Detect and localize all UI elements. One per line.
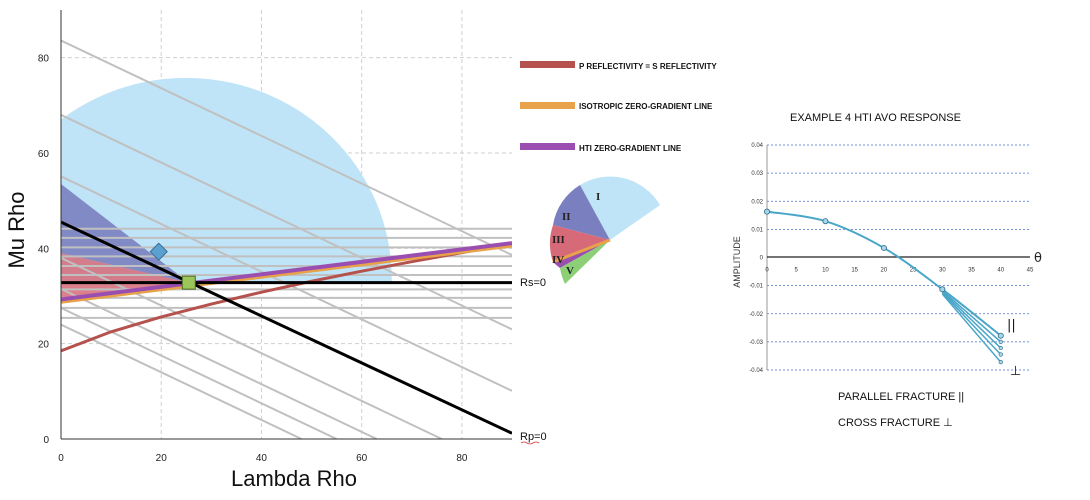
zone-iii-region [61, 253, 189, 300]
left-x-tick: 80 [456, 453, 468, 464]
rp-zero-label: Rp=0 [520, 431, 547, 443]
zone-label-iii: III [552, 234, 565, 246]
avo-series [764, 208, 1004, 365]
avo-fan-point [998, 345, 1003, 351]
right-y-tick: 0.01 [751, 227, 763, 233]
left-x-tick: 20 [156, 453, 168, 464]
hti-avo-chart: EXAMPLE 4 HTI AVO RESPONSE 0 5 10 15 20 25 30 3… [732, 112, 1042, 429]
zone-label-i: I [596, 191, 600, 203]
left-y-tick: 80 [38, 54, 50, 65]
zone-iii-wedge [549, 225, 610, 262]
right-y-tick: -0.02 [749, 312, 763, 318]
hti-avo-title: EXAMPLE 4 HTI AVO RESPONSE [790, 112, 961, 124]
right-x-tick-labels: 0 5 10 15 20 25 30 35 40 45 [765, 268, 1034, 274]
avo-point [764, 208, 771, 215]
left-x-tick: 60 [356, 453, 368, 464]
blue-region [61, 77, 392, 283]
legend-label-hti: HTI ZERO-GRADIENT LINE [579, 144, 682, 153]
avo-point [822, 218, 829, 225]
right-y-tick: -0.04 [749, 368, 763, 374]
right-y-tick: 0.02 [751, 199, 763, 205]
avo-fan-point [998, 339, 1003, 344]
legend-swatch-hti [520, 143, 575, 150]
right-x-tick: 40 [997, 268, 1004, 274]
zone-label-ii: II [562, 211, 571, 223]
legend-swatch-p-eq-s [520, 61, 575, 68]
hti-zero-gradient-line [61, 241, 512, 302]
right-y-tick: 0 [760, 256, 764, 262]
sloped-line [61, 287, 378, 439]
sloped-line [61, 256, 443, 439]
theta-symbol: θ [1034, 251, 1042, 266]
zone-ii-wedge [553, 185, 610, 240]
avo-point [997, 332, 1004, 339]
x-axis-label: Lambda Rho [231, 466, 357, 491]
left-y-tick: 60 [38, 149, 50, 160]
right-y-tick: -0.01 [749, 284, 763, 290]
left-x-tick-labels: 0 20 40 60 80 [58, 453, 468, 464]
rp-underline [520, 441, 540, 445]
right-y-tick: 0.03 [751, 171, 763, 177]
right-x-tick: 10 [822, 268, 829, 274]
y-axis-label: Mu Rho [4, 191, 29, 268]
avo-point [880, 244, 887, 251]
left-y-tick-labels: 0 20 40 60 80 [38, 54, 50, 446]
rs-zero-label: Rs=0 [520, 277, 546, 289]
zone-v-wedge [560, 240, 610, 284]
perpendicular-symbol: ⊥ [1010, 364, 1021, 379]
p-eq-s-curve [61, 242, 512, 353]
sloped-line [61, 323, 302, 439]
zone-orange-divider [552, 238, 611, 264]
legend-label-isotropic: ISOTROPIC ZERO-GRADIENT LINE [579, 102, 713, 111]
parallel-symbol: || [1007, 318, 1016, 333]
left-y-tick: 40 [38, 244, 50, 255]
right-x-tick: 30 [939, 268, 946, 274]
left-x-tick: 0 [58, 453, 64, 464]
zone-fan-diagram: I II III IV V [549, 176, 660, 284]
avo-fan-line [941, 293, 1002, 363]
right-x-tick: 20 [881, 268, 888, 274]
zone-i-wedge [580, 176, 660, 240]
left-plot-area [61, 39, 512, 439]
zone-label-v: V [566, 265, 574, 277]
avo-fan-point [998, 360, 1003, 365]
constant-impedance-lines [61, 39, 512, 439]
square-marker [181, 275, 196, 290]
legend-swatch-isotropic [520, 102, 575, 109]
sloped-line [61, 113, 512, 331]
avo-fan-line [941, 292, 1002, 356]
amplitude-label: AMPLITUDE [732, 236, 742, 288]
avo-fan-line [941, 291, 1002, 349]
left-y-tick: 0 [43, 435, 49, 446]
right-y-tick: -0.03 [749, 340, 763, 346]
right-x-tick: 35 [968, 268, 975, 274]
main-crossplot: 0 20 40 60 80 0 20 40 60 80 Lambda Rho Mu Rho Rs… [4, 10, 547, 491]
avo-fan-line [941, 290, 1002, 343]
isotropic-zero-gradient-line [61, 243, 512, 304]
legend-label-p-eq-s: P REFLECTIVITY = S REFLECTIVITY [579, 62, 717, 71]
right-x-tick: 15 [851, 268, 858, 274]
left-axes [60, 10, 512, 440]
cross-fracture-caption: CROSS FRACTURE ⊥ [838, 417, 953, 429]
right-y-tick: 0.04 [751, 143, 763, 149]
parallel-fracture-caption: PARALLEL FRACTURE || [838, 391, 964, 403]
diamond-marker [149, 242, 168, 261]
right-x-tick: 5 [795, 268, 799, 274]
right-x-tick: 25 [910, 268, 917, 274]
left-x-tick: 40 [256, 453, 268, 464]
avo-point [939, 286, 946, 293]
sloped-line [61, 39, 512, 256]
rp-zero-line [61, 220, 512, 435]
right-y-tick-labels: 0.04 0.03 0.02 0.01 0 -0.01 -0.02 -0.03 -0.04 [749, 143, 763, 374]
avo-fan-point [998, 352, 1003, 357]
left-y-tick: 20 [38, 340, 50, 351]
legend: P REFLECTIVITY = S REFLECTIVITY ISOTROPI… [520, 61, 717, 153]
sloped-line [61, 307, 338, 439]
right-x-tick: 0 [765, 268, 769, 274]
zone-label-iv: IV [552, 254, 564, 266]
right-x-tick: 45 [1027, 268, 1034, 274]
